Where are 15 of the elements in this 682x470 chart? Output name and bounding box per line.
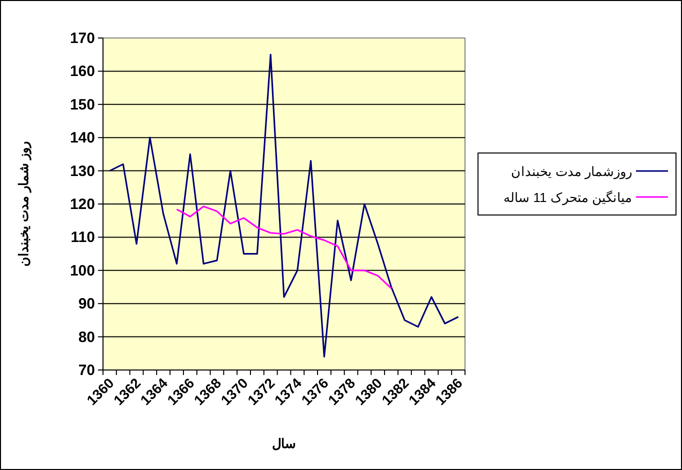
y-tick-label: 110	[70, 229, 95, 246]
y-tick-label: 150	[70, 96, 95, 114]
legend-label: روزشمار مدت یخبندان	[510, 164, 632, 180]
x-axis-title: سال	[272, 436, 296, 451]
y-tick-label: 130	[70, 162, 95, 180]
y-tick-label: 70	[78, 362, 95, 379]
y-tick-label: 170	[70, 30, 95, 47]
y-tick-label: 120	[70, 196, 95, 213]
y-tick-label: 100	[70, 262, 95, 280]
y-tick-label: 90	[78, 296, 95, 313]
y-axis-title: روز شمار مدت یخبندان	[16, 142, 32, 266]
y-tick-label: 140	[70, 130, 95, 147]
y-tick-label: 80	[78, 328, 95, 346]
legend-label: میانگین متحرک 11 ساله	[504, 190, 632, 206]
y-tick-label: 160	[70, 63, 95, 80]
